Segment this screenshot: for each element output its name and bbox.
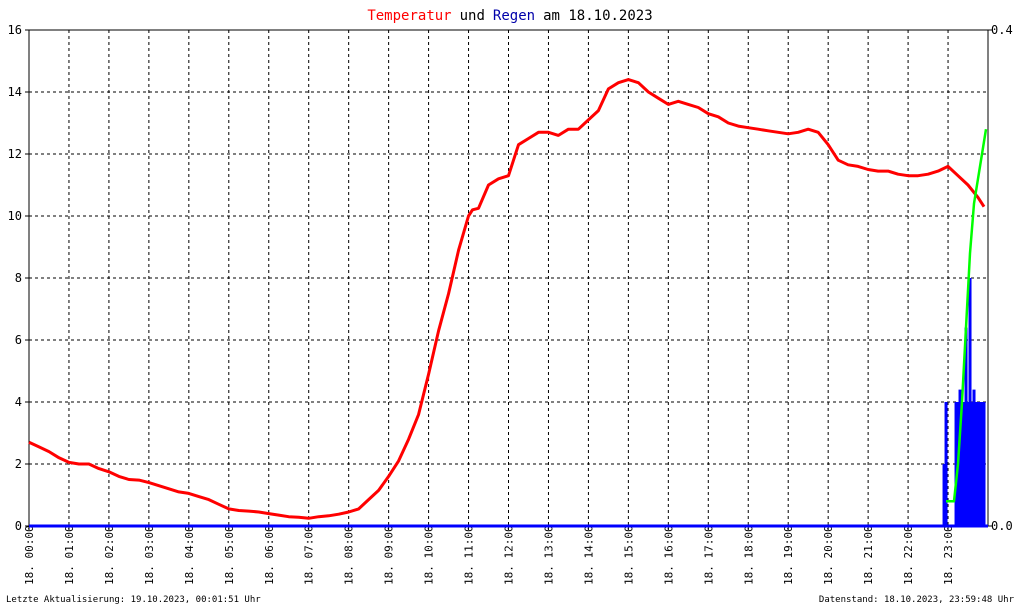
y-axis-right: 0.0 0.4 [988, 23, 1013, 533]
y-axis-left: 0 2 4 6 8 10 12 14 16 [8, 23, 29, 533]
y-left-tick-label: 0 [15, 519, 22, 533]
series-lines [28, 78, 988, 520]
x-tick-label: 18. 01:00 [63, 525, 76, 585]
rain-bar [944, 402, 948, 526]
rain-bar [942, 464, 946, 526]
x-tick-label: 18. 04:00 [183, 525, 196, 585]
x-tick-label: 18. 07:00 [303, 525, 316, 585]
x-tick-label: 18. 17:00 [702, 525, 715, 585]
x-tick-label: 18. 05:00 [223, 525, 236, 585]
y-left-tick-label: 6 [15, 333, 22, 347]
x-tick-label: 18. 10:00 [423, 525, 436, 585]
x-tick-label: 18. 02:00 [103, 525, 116, 585]
rain-bar [974, 402, 978, 526]
x-tick-label: 18. 23:00 [942, 525, 955, 585]
x-tick-label: 18. 00:00 [23, 525, 36, 585]
title-temperatur: Temperatur [367, 8, 451, 24]
x-tick-label: 18. 16:00 [662, 525, 675, 585]
x-tick-label: 18. 08:00 [343, 525, 356, 585]
x-axis: 18. 00:00 18. 01:00 18. 02:00 18. 03:00 18. … [23, 525, 955, 585]
y-left-tick-label: 16 [8, 23, 22, 37]
title-regen: Regen [493, 8, 535, 24]
x-tick-label: 18. 12:00 [503, 525, 516, 585]
title-date: am 18.10.2023 [543, 8, 653, 24]
x-tick-label: 18. 14:00 [582, 525, 595, 585]
y-right-tick-label: 0.0 [991, 519, 1013, 533]
x-tick-label: 18. 21:00 [862, 525, 875, 585]
rain-bar [966, 402, 970, 526]
x-tick-label: 18. 09:00 [383, 525, 396, 585]
y-left-tick-label: 2 [15, 457, 22, 471]
y-left-tick-label: 4 [15, 395, 22, 409]
rain-bar [962, 402, 966, 526]
y-left-tick-label: 12 [8, 147, 22, 161]
rain-cumulative-line [946, 129, 988, 503]
grid-lines [29, 30, 988, 526]
rain-bar [960, 402, 964, 526]
x-tick-label: 18. 11:00 [463, 525, 476, 585]
x-tick-label: 18. 13:00 [542, 525, 555, 585]
rain-bar [982, 402, 986, 526]
rain-bar [954, 402, 958, 526]
chart-title: Temperatur und Regen am 18.10.2023 [367, 8, 652, 24]
footer-last-update: Letzte Aktualisierung: 19.10.2023, 00:01… [6, 595, 261, 605]
title-und: und [460, 8, 485, 24]
y-left-tick-label: 14 [8, 85, 22, 99]
rain-bar [978, 402, 982, 526]
footer-data-status: Datenstand: 18.10.2023, 23:59:48 Uhr [819, 595, 1015, 605]
x-tick-label: 18. 22:00 [902, 525, 915, 585]
rain-bar [958, 389, 962, 526]
rain-bar [964, 327, 968, 526]
rain-bar [972, 389, 976, 526]
y-left-tick-label: 10 [8, 209, 22, 223]
y-right-tick-label: 0.4 [991, 23, 1013, 37]
rain-bar [976, 402, 980, 526]
temperature-line [28, 78, 986, 520]
rain-bar [980, 402, 984, 526]
x-tick-label: 18. 19:00 [782, 525, 795, 585]
x-tick-label: 18. 06:00 [263, 525, 276, 585]
x-tick-label: 18. 18:00 [742, 525, 755, 585]
rain-bar [970, 402, 974, 526]
rain-bar [968, 278, 972, 526]
x-tick-label: 18. 20:00 [822, 525, 835, 585]
x-tick-label: 18. 03:00 [143, 525, 156, 585]
y-left-tick-label: 8 [15, 271, 22, 285]
x-tick-label: 18. 15:00 [622, 525, 635, 585]
